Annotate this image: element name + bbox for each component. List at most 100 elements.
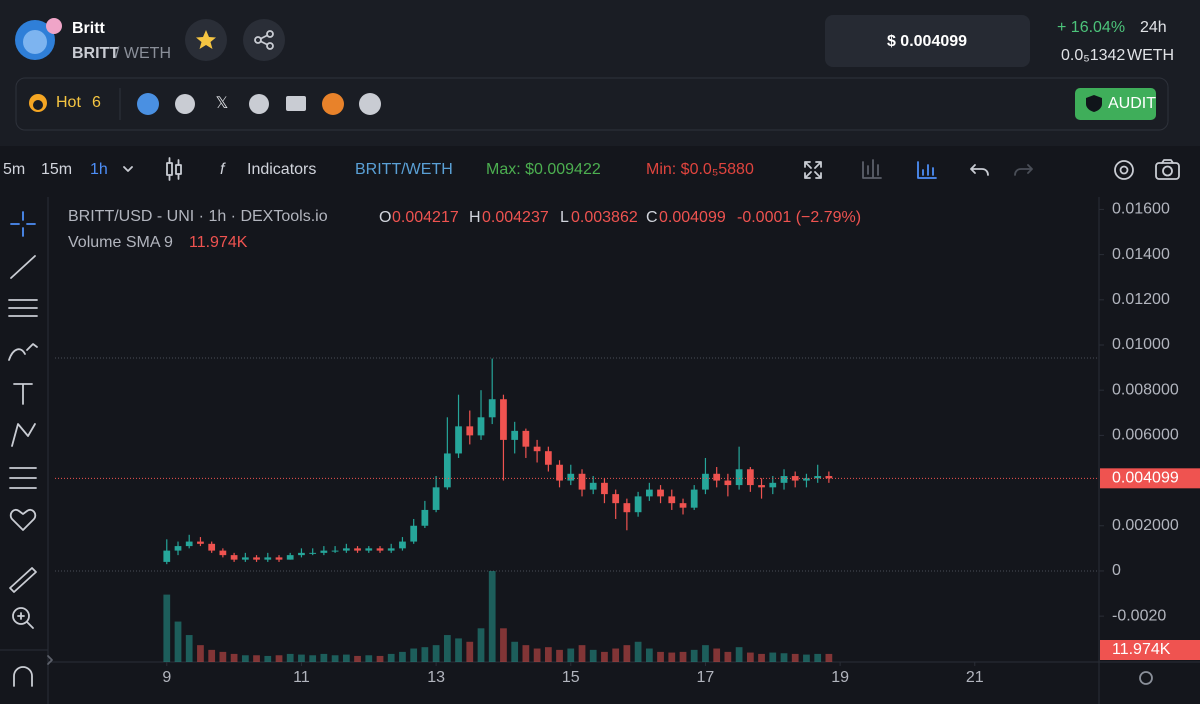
volume-bar bbox=[286, 653, 294, 662]
scroll-left[interactable] bbox=[47, 655, 53, 665]
candle-body bbox=[803, 478, 810, 481]
pattern-tool[interactable] bbox=[11, 423, 36, 447]
volume-bar bbox=[679, 651, 687, 662]
magnet-tool[interactable] bbox=[13, 666, 33, 687]
candle-body bbox=[556, 464, 563, 481]
hot-label: Hot bbox=[56, 94, 81, 111]
candle-body bbox=[410, 525, 418, 542]
zoom-tool-handle bbox=[17, 612, 34, 629]
candle-body bbox=[354, 548, 361, 551]
candle-body bbox=[376, 548, 384, 551]
candle-body bbox=[825, 476, 833, 479]
price: $ 0.004099 bbox=[887, 33, 967, 50]
axis-settings[interactable] bbox=[1139, 671, 1153, 685]
text-tool[interactable] bbox=[13, 383, 33, 405]
position-tool[interactable] bbox=[9, 467, 37, 489]
volume-bar bbox=[645, 648, 653, 662]
zoom-tool[interactable] bbox=[12, 607, 30, 625]
audit-shield bbox=[1086, 95, 1102, 112]
redo-button[interactable] bbox=[1014, 164, 1033, 176]
email-link[interactable] bbox=[286, 96, 306, 111]
candle-body bbox=[387, 548, 395, 551]
candle-body bbox=[657, 489, 664, 497]
settings-core bbox=[1119, 165, 1129, 175]
candle-body bbox=[814, 476, 822, 479]
candle-body bbox=[746, 469, 754, 486]
volume-bar bbox=[455, 638, 462, 662]
candle-body bbox=[500, 399, 507, 440]
volume-bar bbox=[657, 651, 664, 662]
volume-bar bbox=[174, 621, 182, 662]
ohlc-value: 0.004217 bbox=[392, 209, 459, 226]
fullscreen-button[interactable] bbox=[804, 161, 822, 179]
volume-bar bbox=[354, 655, 361, 662]
candle-body bbox=[421, 509, 429, 526]
volume-bar bbox=[241, 655, 249, 662]
volume-bar bbox=[342, 654, 350, 662]
candle-body bbox=[758, 485, 765, 488]
more-links[interactable] bbox=[359, 93, 381, 115]
indicators-button[interactable]: Indicators bbox=[247, 161, 316, 178]
ruler-tool[interactable] bbox=[9, 567, 37, 593]
candle-body bbox=[668, 496, 676, 504]
website-link[interactable] bbox=[175, 94, 195, 114]
compare-button[interactable] bbox=[862, 159, 882, 179]
interval-active[interactable]: 1h bbox=[90, 161, 108, 178]
x-link[interactable]: 𝕏 bbox=[216, 95, 229, 112]
chain-link[interactable] bbox=[137, 93, 159, 115]
volume-bar bbox=[724, 651, 732, 662]
candle-body bbox=[399, 541, 406, 549]
volume-bar bbox=[803, 654, 810, 662]
max-price: Max: $0.009422 bbox=[486, 161, 601, 178]
last-price-tag bbox=[1100, 468, 1200, 489]
candle-body bbox=[455, 426, 462, 454]
volume-bar bbox=[533, 648, 541, 662]
metamask-link[interactable] bbox=[322, 93, 344, 115]
legend-title: BRITT/USD - UNI · 1h · DEXTools.io bbox=[68, 208, 328, 225]
volume-bar bbox=[567, 648, 575, 662]
share-button[interactable] bbox=[243, 19, 285, 61]
x-tick-label: 9 bbox=[162, 669, 171, 686]
interval-dropdown[interactable] bbox=[123, 166, 133, 172]
candle-body bbox=[679, 503, 687, 508]
candle-body bbox=[724, 480, 732, 486]
volume-bar bbox=[578, 645, 586, 662]
volume-bar bbox=[466, 641, 474, 662]
ohlc-value: 0.003862 bbox=[571, 209, 638, 226]
undo-button[interactable] bbox=[970, 164, 989, 176]
settings-button[interactable] bbox=[1114, 160, 1134, 180]
volume-bar bbox=[298, 654, 305, 662]
candle-body bbox=[511, 430, 519, 440]
telegram-link[interactable] bbox=[249, 94, 269, 114]
fib-tool[interactable] bbox=[8, 299, 38, 317]
y-tick-label: 0.01400 bbox=[1112, 246, 1170, 263]
token-pair: / WETH bbox=[115, 45, 171, 62]
candle-body bbox=[219, 550, 227, 556]
volume-bar bbox=[522, 645, 530, 662]
snapshot-button[interactable] bbox=[1155, 159, 1180, 180]
volume-bar bbox=[488, 571, 496, 662]
crosshair-tool[interactable] bbox=[10, 211, 36, 237]
candle-body bbox=[612, 494, 620, 504]
favorites-tool[interactable] bbox=[9, 508, 37, 531]
chart-type-button[interactable] bbox=[166, 157, 182, 181]
volume-button[interactable] bbox=[917, 161, 937, 179]
pair-button[interactable]: BRITT/WETH bbox=[355, 161, 453, 178]
line-tool[interactable] bbox=[10, 255, 36, 279]
brush-tool[interactable] bbox=[8, 343, 38, 361]
ohlc-value: 0.004237 bbox=[482, 209, 549, 226]
volume-bar bbox=[376, 655, 384, 662]
interval[interactable]: 15m bbox=[41, 161, 72, 178]
x-tick-label: 15 bbox=[562, 669, 580, 686]
price-change: + 16.04% bbox=[1057, 19, 1125, 36]
volume-legend-value: 11.974K bbox=[189, 234, 248, 251]
candle-body bbox=[780, 476, 788, 483]
token-badge bbox=[46, 18, 62, 34]
candle-body bbox=[634, 496, 642, 513]
interval[interactable]: 5m bbox=[3, 161, 25, 178]
volume-bar bbox=[331, 655, 339, 662]
volume-bar bbox=[410, 648, 418, 662]
candle-body bbox=[298, 552, 305, 556]
